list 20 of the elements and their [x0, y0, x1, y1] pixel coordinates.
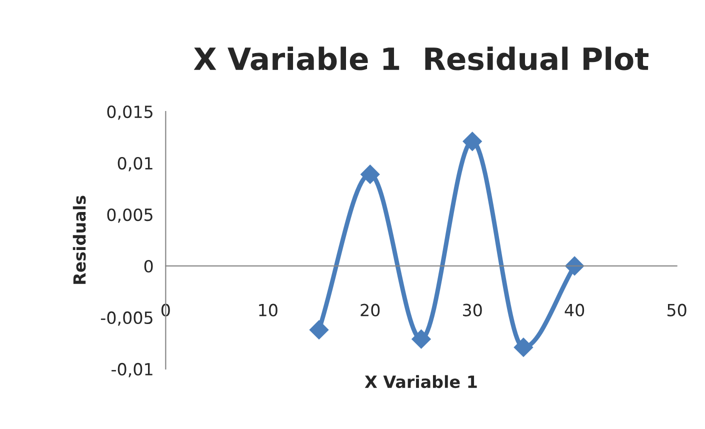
point [309, 320, 329, 340]
point [360, 164, 380, 184]
y-tick-label: 0,005 [107, 208, 152, 223]
y-tick-label: 0,015 [107, 106, 152, 120]
point [462, 132, 482, 151]
chart-title: X Variable 1 Residual Plot [194, 46, 648, 70]
y-axis-title: Residuals [72, 196, 86, 284]
point [412, 330, 431, 349]
y-tick-label: 0,01 [118, 156, 152, 172]
y-tick-label: -0,01 [112, 362, 152, 378]
x-tick-label: 20 [360, 304, 380, 316]
x-tick-label: 40 [564, 304, 584, 316]
y-tick-label: -0,005 [100, 311, 152, 326]
point [565, 256, 584, 276]
x-tick-label: 10 [259, 304, 278, 316]
x-axis-title: X Variable 1 [364, 375, 477, 388]
x-tick-label: 50 [667, 304, 686, 316]
point [514, 338, 533, 357]
y-tick-label: 0 [144, 260, 153, 273]
x-tick-label: 30 [463, 304, 482, 316]
